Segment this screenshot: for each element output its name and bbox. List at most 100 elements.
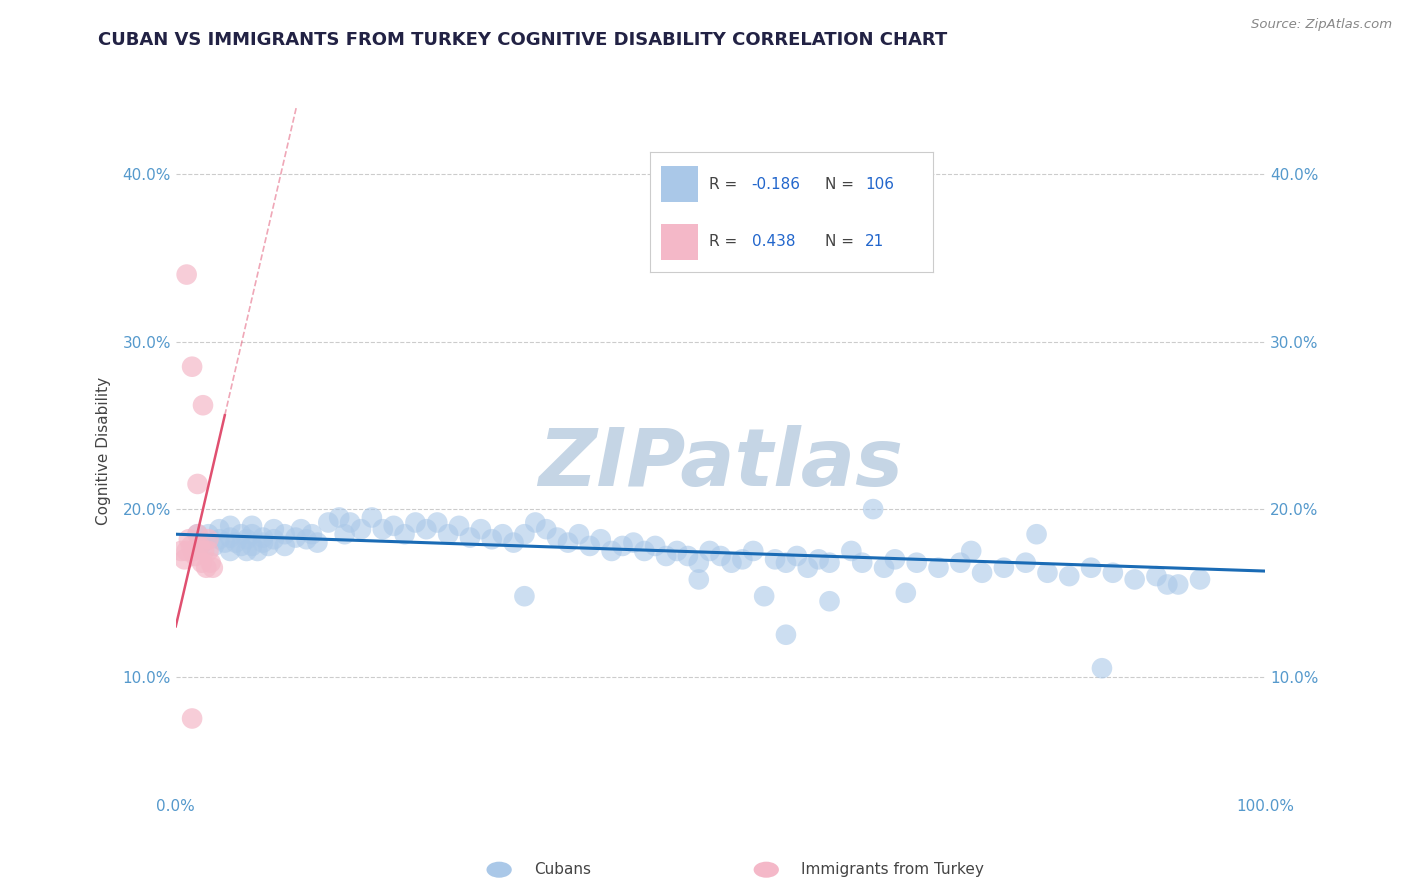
Text: N =: N = [825,235,859,250]
Point [818,556,841,570]
Point [437,527,460,541]
Point [775,628,797,642]
Point [612,539,634,553]
Point [458,531,481,545]
Point [688,556,710,570]
Point [263,522,285,536]
Point [546,531,568,545]
Point [219,544,242,558]
Point [1080,560,1102,574]
Point [1025,527,1047,541]
Point [231,539,253,553]
Text: 21: 21 [865,235,884,250]
Point [579,539,602,553]
Point [993,560,1015,574]
Point [513,589,536,603]
Point [1144,569,1167,583]
Point [928,560,950,574]
Point [214,535,236,549]
Point [176,544,198,558]
Point [371,522,394,536]
Point [405,516,427,530]
Point [197,527,219,541]
Point [186,527,209,541]
Point [328,510,350,524]
Point [186,477,209,491]
Point [862,502,884,516]
Point [170,544,193,558]
Point [219,531,242,545]
Point [184,549,207,563]
Point [841,544,863,558]
Point [742,544,765,558]
Point [219,519,242,533]
Point [666,544,689,558]
Point [176,268,198,282]
Point [492,527,515,541]
Point [188,539,211,553]
Point [894,586,917,600]
Point [1189,573,1212,587]
FancyBboxPatch shape [661,224,697,260]
Point [208,522,231,536]
Point [1123,573,1146,587]
Point [191,535,214,549]
Point [197,533,219,547]
Point [235,544,257,558]
Point [786,549,808,563]
Point [568,527,591,541]
FancyBboxPatch shape [661,166,697,202]
Point [186,527,209,541]
Point [295,533,318,547]
Point [350,522,373,536]
Point [191,556,214,570]
Point [633,544,655,558]
Point [481,533,503,547]
Point [796,560,818,574]
Text: -0.186: -0.186 [752,177,801,192]
Point [181,544,204,558]
Point [873,560,896,574]
Point [181,711,204,725]
Point [284,531,307,545]
Point [960,544,983,558]
Point [202,539,225,553]
Point [447,519,470,533]
Point [905,556,928,570]
Point [1015,556,1038,570]
Point [382,519,405,533]
Point [775,556,797,570]
Point [360,510,382,524]
Point [1057,569,1080,583]
Point [240,527,263,541]
Point [754,589,776,603]
Point [173,552,195,566]
Point [181,359,204,374]
Point [534,522,557,536]
Point [720,556,742,570]
Point [621,535,644,549]
Text: CUBAN VS IMMIGRANTS FROM TURKEY COGNITIVE DISABILITY CORRELATION CHART: CUBAN VS IMMIGRANTS FROM TURKEY COGNITIV… [98,31,948,49]
Point [557,535,579,549]
Point [339,516,361,530]
Point [524,516,547,530]
Point [333,527,356,541]
Point [191,398,214,412]
Point [257,539,280,553]
Text: R =: R = [709,235,742,250]
Point [246,544,269,558]
Point [763,552,786,566]
Point [201,560,224,574]
Point [710,549,733,563]
Text: R =: R = [709,177,742,192]
Point [676,549,699,563]
Point [274,527,297,541]
Point [699,544,721,558]
Point [470,522,492,536]
Point [731,552,754,566]
Point [513,527,536,541]
Point [884,552,907,566]
Point [1091,661,1114,675]
Point [252,531,274,545]
Point [197,544,219,558]
